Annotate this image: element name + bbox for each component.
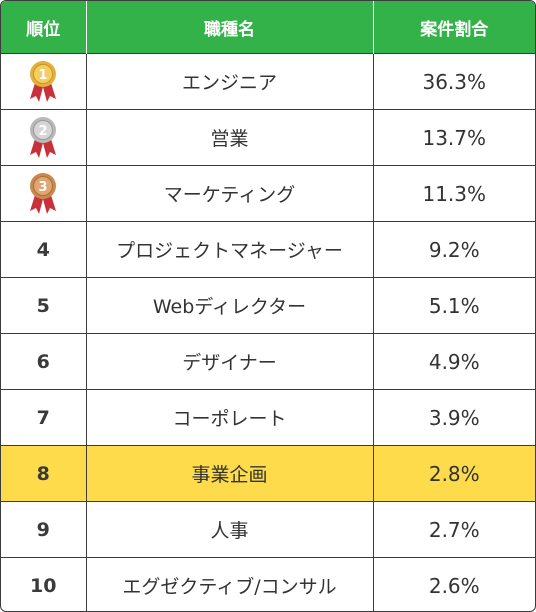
gold-medal-icon: 1: [30, 60, 57, 102]
silver-medal-icon: 2: [30, 116, 57, 158]
share-cell: 2.7%: [373, 501, 535, 558]
header-share: 案件割合: [373, 1, 535, 54]
share-cell: 36.3%: [373, 53, 535, 110]
header-row: 順位 職種名 案件割合: [1, 1, 535, 54]
rank-cell: 5: [1, 277, 87, 334]
rank-cell: 9: [1, 501, 87, 558]
highlighted-table-row: 8 事業企画 2.8%: [1, 445, 535, 502]
job-cell: プロジェクトマネージャー: [86, 221, 374, 278]
share-cell: 3.9%: [373, 389, 535, 446]
medal-number: 1: [39, 68, 48, 83]
job-cell: エグゼクティブ/コンサル: [86, 557, 374, 611]
job-cell: デザイナー: [86, 333, 374, 390]
share-cell: 9.2%: [373, 221, 535, 278]
medal-number: 3: [39, 180, 48, 195]
share-cell: 2.8%: [373, 445, 535, 502]
job-cell: 事業企画: [86, 445, 374, 502]
job-cell: Webディレクター: [86, 277, 374, 334]
table-row: 4 プロジェクトマネージャー 9.2%: [1, 221, 535, 278]
rank-cell: 6: [1, 333, 87, 390]
table-row: 2 営業 13.7%: [1, 109, 535, 166]
job-cell: コーポレート: [86, 389, 374, 446]
table-row: 7 コーポレート 3.9%: [1, 389, 535, 446]
job-cell: マーケティング: [86, 165, 374, 222]
job-cell: 人事: [86, 501, 374, 558]
table-row: 9 人事 2.7%: [1, 501, 535, 558]
table-row: 10 エグゼクティブ/コンサル 2.6%: [1, 557, 535, 611]
medal-number: 2: [39, 124, 48, 139]
rank-cell: 4: [1, 221, 87, 278]
share-cell: 4.9%: [373, 333, 535, 390]
rank-cell: 7: [1, 389, 87, 446]
share-cell: 13.7%: [373, 109, 535, 166]
rank-cell: 2: [1, 109, 87, 166]
share-cell: 11.3%: [373, 165, 535, 222]
table-row: 5 Webディレクター 5.1%: [1, 277, 535, 334]
bronze-medal-icon: 3: [30, 172, 57, 214]
rank-cell: 3: [1, 165, 87, 222]
table-row: 3 マーケティング 11.3%: [1, 165, 535, 222]
share-cell: 2.6%: [373, 557, 535, 611]
job-cell: 営業: [86, 109, 374, 166]
header-job: 職種名: [86, 1, 374, 54]
share-cell: 5.1%: [373, 277, 535, 334]
job-cell: エンジニア: [86, 53, 374, 110]
table-row: 6 デザイナー 4.9%: [1, 333, 535, 390]
table-row: 1 エンジニア 36.3%: [1, 53, 535, 110]
header-rank: 順位: [1, 1, 87, 54]
rank-cell: 8: [1, 445, 87, 502]
rank-cell: 10: [1, 557, 87, 611]
rank-cell: 1: [1, 53, 87, 110]
